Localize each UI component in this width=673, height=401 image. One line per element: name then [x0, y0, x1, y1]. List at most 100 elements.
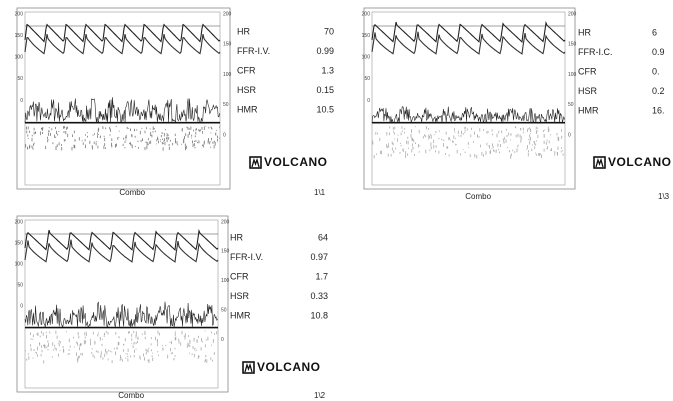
noise: [426, 126, 427, 129]
noise: [498, 144, 499, 146]
noise: [152, 353, 153, 354]
noise: [195, 132, 196, 135]
right-tick-label: 0: [568, 132, 571, 138]
noise: [80, 344, 81, 346]
noise: [56, 348, 57, 351]
noise: [205, 344, 206, 347]
noise: [104, 143, 105, 146]
parameter-label: HMR: [237, 104, 258, 114]
noise: [32, 135, 33, 136]
noise: [175, 348, 176, 350]
noise: [213, 141, 214, 144]
noise: [400, 152, 401, 154]
logo-icon: [596, 160, 603, 167]
noise: [119, 342, 120, 345]
noise: [523, 132, 524, 133]
noise: [544, 149, 545, 152]
noise: [529, 127, 530, 128]
noise: [57, 134, 58, 136]
noise: [91, 352, 92, 354]
noise: [56, 146, 57, 150]
right-tick-label: 100: [223, 72, 232, 78]
noise: [394, 139, 395, 140]
noise: [134, 350, 135, 353]
noise: [185, 144, 186, 147]
noise: [136, 335, 137, 339]
noise: [45, 345, 46, 348]
noise: [48, 133, 49, 136]
noise: [449, 155, 450, 157]
noise: [87, 136, 88, 138]
noise: [56, 131, 57, 134]
noise: [523, 128, 524, 131]
noise: [516, 135, 517, 138]
noise: [562, 150, 563, 151]
noise: [142, 333, 143, 334]
noise: [74, 131, 75, 134]
noise: [148, 138, 149, 140]
noise: [499, 152, 500, 154]
noise: [562, 136, 563, 137]
noise: [215, 142, 216, 146]
noise: [76, 341, 77, 343]
noise: [111, 143, 112, 146]
noise: [131, 343, 132, 344]
noise: [179, 340, 180, 344]
noise: [151, 343, 152, 345]
noise: [199, 130, 200, 132]
noise: [429, 136, 430, 138]
noise: [211, 138, 212, 141]
noise: [131, 338, 132, 341]
noise: [26, 359, 27, 361]
noise: [133, 345, 134, 347]
noise: [123, 144, 124, 146]
right-tick-label: 50: [568, 102, 574, 108]
noise: [54, 345, 55, 347]
noise: [85, 337, 86, 339]
noise: [54, 135, 55, 138]
noise: [45, 146, 46, 149]
noise: [37, 333, 38, 335]
noise: [93, 332, 94, 335]
noise: [205, 331, 206, 332]
noise: [148, 359, 149, 361]
parameter-label: FFR-I.V.: [230, 252, 263, 262]
noise: [534, 141, 535, 142]
noise: [103, 357, 104, 359]
noise: [160, 141, 161, 142]
noise: [156, 144, 157, 145]
noise: [67, 134, 68, 137]
noise: [188, 343, 189, 345]
noise: [164, 133, 165, 136]
noise: [212, 128, 213, 130]
parameter-value: 0.97: [310, 252, 328, 262]
noise: [163, 147, 164, 150]
noise: [483, 129, 484, 131]
noise: [171, 341, 172, 344]
parameter-label: CFR: [237, 65, 256, 75]
noise: [127, 127, 128, 129]
noise: [126, 135, 127, 139]
noise: [205, 126, 206, 127]
noise: [174, 358, 175, 359]
noise: [458, 131, 459, 134]
noise: [202, 145, 203, 146]
noise: [94, 142, 95, 144]
noise: [411, 129, 412, 133]
right-tick-label: 100: [221, 278, 230, 284]
noise: [58, 131, 59, 132]
noise: [107, 351, 108, 355]
noise: [37, 354, 38, 356]
noise: [108, 350, 109, 352]
noise: [412, 143, 413, 146]
noise: [403, 149, 404, 152]
left-tick-label: 50: [364, 76, 370, 82]
noise: [138, 147, 139, 149]
noise: [148, 348, 149, 349]
right-tick-label: 200: [568, 11, 577, 17]
noise: [193, 346, 194, 349]
noise: [455, 138, 456, 139]
noise: [33, 358, 34, 359]
noise: [412, 138, 413, 141]
noise: [146, 352, 147, 355]
